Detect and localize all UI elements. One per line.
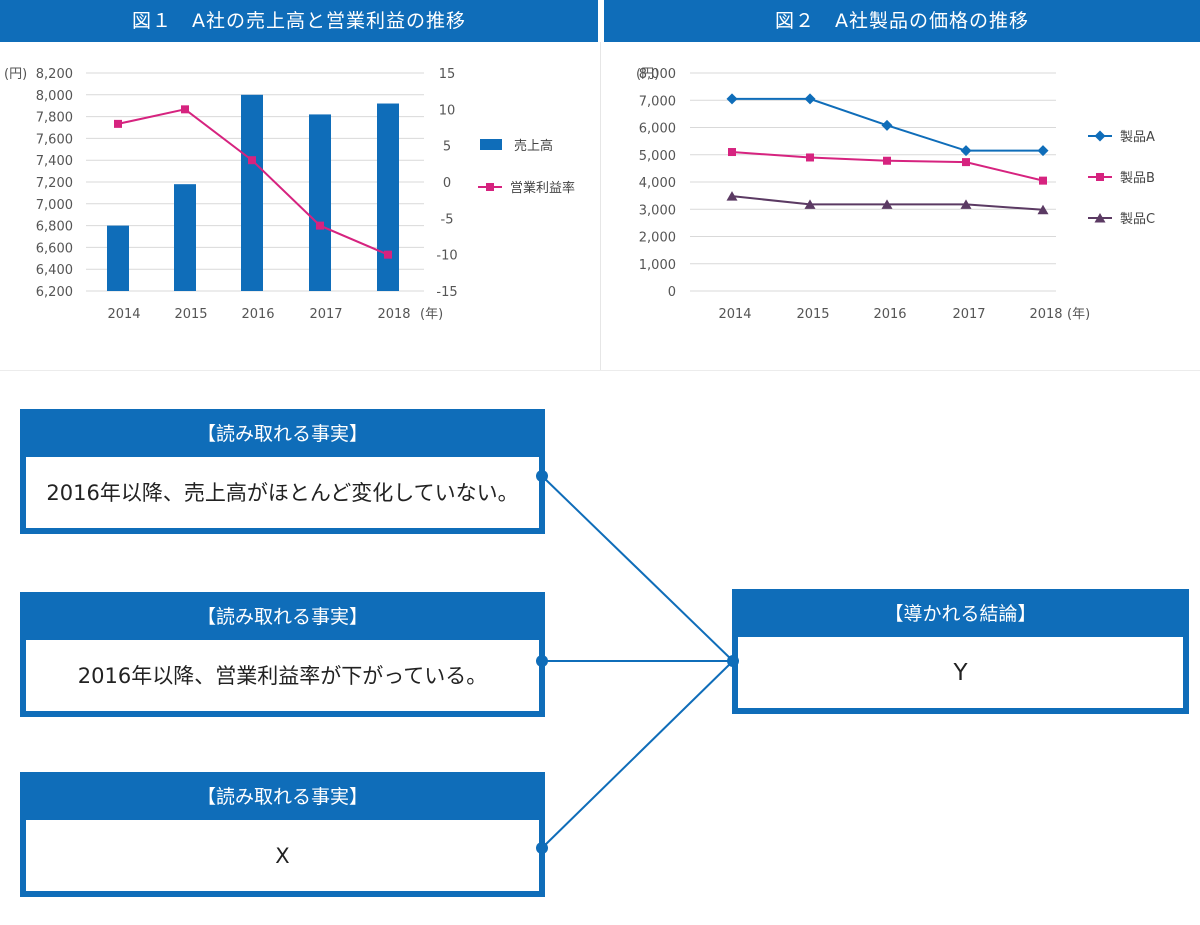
x-tick-label: 2014 (107, 307, 140, 322)
y-right-tick-label: -10 (436, 249, 457, 264)
y-left-tick-label: 7,800 (36, 111, 73, 126)
y-left-tick-label: 6,200 (36, 285, 73, 300)
point-operating-margin-2017 (316, 221, 324, 230)
y-tick-label: 7,000 (639, 94, 676, 109)
y-left-tick-label: 6,600 (36, 241, 73, 256)
point-製品A-2017 (960, 145, 972, 157)
legend-label-margin: 営業利益率 (510, 180, 575, 196)
figure2-panel: 図２ A社製品の価格の推移 8,000 7,000 6,000 5,000 4,000 3… (604, 0, 1200, 370)
y-left-tick-label: 7,400 (36, 154, 73, 169)
point-製品C-2014 (726, 191, 738, 201)
x-tick-label: 2017 (309, 307, 342, 322)
fact-header: 【読み取れる事実】 (26, 598, 539, 640)
y-right-tick-label: 5 (443, 140, 451, 155)
point-operating-margin-2014 (114, 119, 122, 128)
bar-sales-2014 (107, 225, 129, 291)
y-left-tick-label: 7,600 (36, 132, 73, 147)
section-divider (0, 370, 1200, 371)
point-製品C-2018 (1037, 204, 1049, 215)
y-left-tick-label: 6,400 (36, 263, 73, 278)
y-tick-label: 8,000 (639, 67, 676, 82)
legend-swatch-sales (480, 139, 502, 150)
y-left-tick-label: 7,000 (36, 198, 73, 213)
point-製品B-2018 (1039, 176, 1047, 185)
y-left-unit-label: (円) (4, 67, 27, 82)
fact-header: 【読み取れる事実】 (26, 415, 539, 457)
bar-sales-2018 (377, 103, 399, 291)
legend-marker-製品B (1096, 173, 1104, 181)
point-製品B-2014 (728, 148, 736, 157)
point-operating-margin-2016 (248, 156, 256, 165)
x-tick-label: 2016 (873, 307, 906, 322)
point-operating-margin-2015 (181, 105, 189, 114)
figure1-title: 図１ A社の売上高と営業利益の推移 (0, 0, 598, 42)
y-right-tick-label: 10 (439, 103, 456, 118)
point-operating-margin-2018 (384, 250, 392, 259)
x-tick-label: 2015 (174, 307, 207, 322)
y-right-tick-label: -15 (436, 285, 457, 300)
fact-text: 2016年以降、営業利益率が下がっている。 (77, 664, 488, 688)
point-製品C-2016 (881, 199, 893, 209)
panel-divider (600, 42, 601, 370)
x-unit-label: (年) (1067, 307, 1090, 322)
legend-label-製品A: 製品A (1120, 130, 1155, 145)
line-製品B (731, 151, 1044, 182)
y-tick-label: 3,000 (639, 203, 676, 218)
legend-label-製品B: 製品B (1120, 171, 1155, 186)
x-tick-label: 2016 (241, 307, 274, 322)
x-tick-label: 2014 (718, 307, 751, 322)
y-tick-label: 1,000 (639, 258, 676, 273)
point-製品A-2018 (1037, 145, 1049, 157)
x-tick-label: 2015 (796, 307, 829, 322)
legend-marker-製品C (1094, 213, 1106, 223)
connector-fact3 (541, 660, 734, 849)
point-製品B-2015 (806, 153, 814, 162)
point-製品B-2016 (883, 156, 891, 165)
y-right-tick-label: 0 (443, 176, 451, 191)
point-製品C-2017 (960, 199, 972, 209)
y-right-tick-label: 15 (439, 67, 456, 82)
legend-label-sales: 売上高 (514, 138, 553, 154)
conclusion-text: Y (953, 660, 968, 686)
fact-header: 【読み取れる事実】 (26, 778, 539, 820)
y-left-tick-label: 6,800 (36, 220, 73, 235)
legend-marker-margin (486, 183, 494, 191)
fact-box-2: 【読み取れる事実】 2016年以降、営業利益率が下がっている。 (20, 592, 545, 717)
figure2-title: 図２ A社製品の価格の推移 (604, 0, 1200, 42)
legend-label-製品C: 製品C (1120, 212, 1155, 227)
y-tick-label: 5,000 (639, 149, 676, 164)
y-tick-label: 4,000 (639, 176, 676, 191)
figure1-panel: 図１ A社の売上高と営業利益の推移 8,200 8,000 7,800 7,600 7,… (0, 0, 598, 370)
bar-sales-2017 (309, 114, 331, 291)
conclusion-header: 【導かれる結論】 (738, 595, 1183, 637)
legend-marker-製品A (1094, 130, 1106, 142)
y-right-tick-label: -5 (441, 212, 454, 227)
fact-box-3: 【読み取れる事実】 X (20, 772, 545, 897)
x-tick-label: 2018 (377, 307, 410, 322)
point-製品A-2014 (726, 93, 738, 105)
y-left-tick-label: 8,000 (36, 89, 73, 104)
y-tick-label: 6,000 (639, 122, 676, 137)
x-tick-label: 2018 (1029, 307, 1062, 322)
bar-sales-2016 (241, 94, 263, 291)
y-left-tick-label: 7,200 (36, 176, 73, 191)
point-製品C-2015 (804, 199, 816, 209)
y-tick-label: 2,000 (639, 231, 676, 246)
bar-sales-2015 (174, 184, 196, 291)
y-left-tick-label: 8,200 (36, 67, 73, 82)
point-製品A-2016 (881, 119, 893, 131)
connector-fact1 (541, 475, 734, 662)
fact-box-1: 【読み取れる事実】 2016年以降、売上高がほとんど変化していない。 (20, 409, 545, 534)
point-製品B-2017 (962, 158, 970, 167)
fact-text: 2016年以降、売上高がほとんど変化していない。 (46, 481, 519, 505)
fact-text: X (275, 844, 290, 868)
y-unit-label: (円) (636, 67, 659, 82)
x-unit-label: (年) (420, 307, 443, 322)
figure2-chart: 8,000 7,000 6,000 5,000 4,000 3,000 2,000 1,000… (636, 67, 1155, 322)
point-製品A-2015 (804, 93, 816, 105)
figure1-chart: 8,200 8,000 7,800 7,600 7,400 7,200 7,000 6,800… (4, 67, 575, 322)
y-tick-label: 0 (668, 285, 676, 300)
conclusion-box: 【導かれる結論】 Y (732, 589, 1189, 714)
x-tick-label: 2017 (952, 307, 985, 322)
